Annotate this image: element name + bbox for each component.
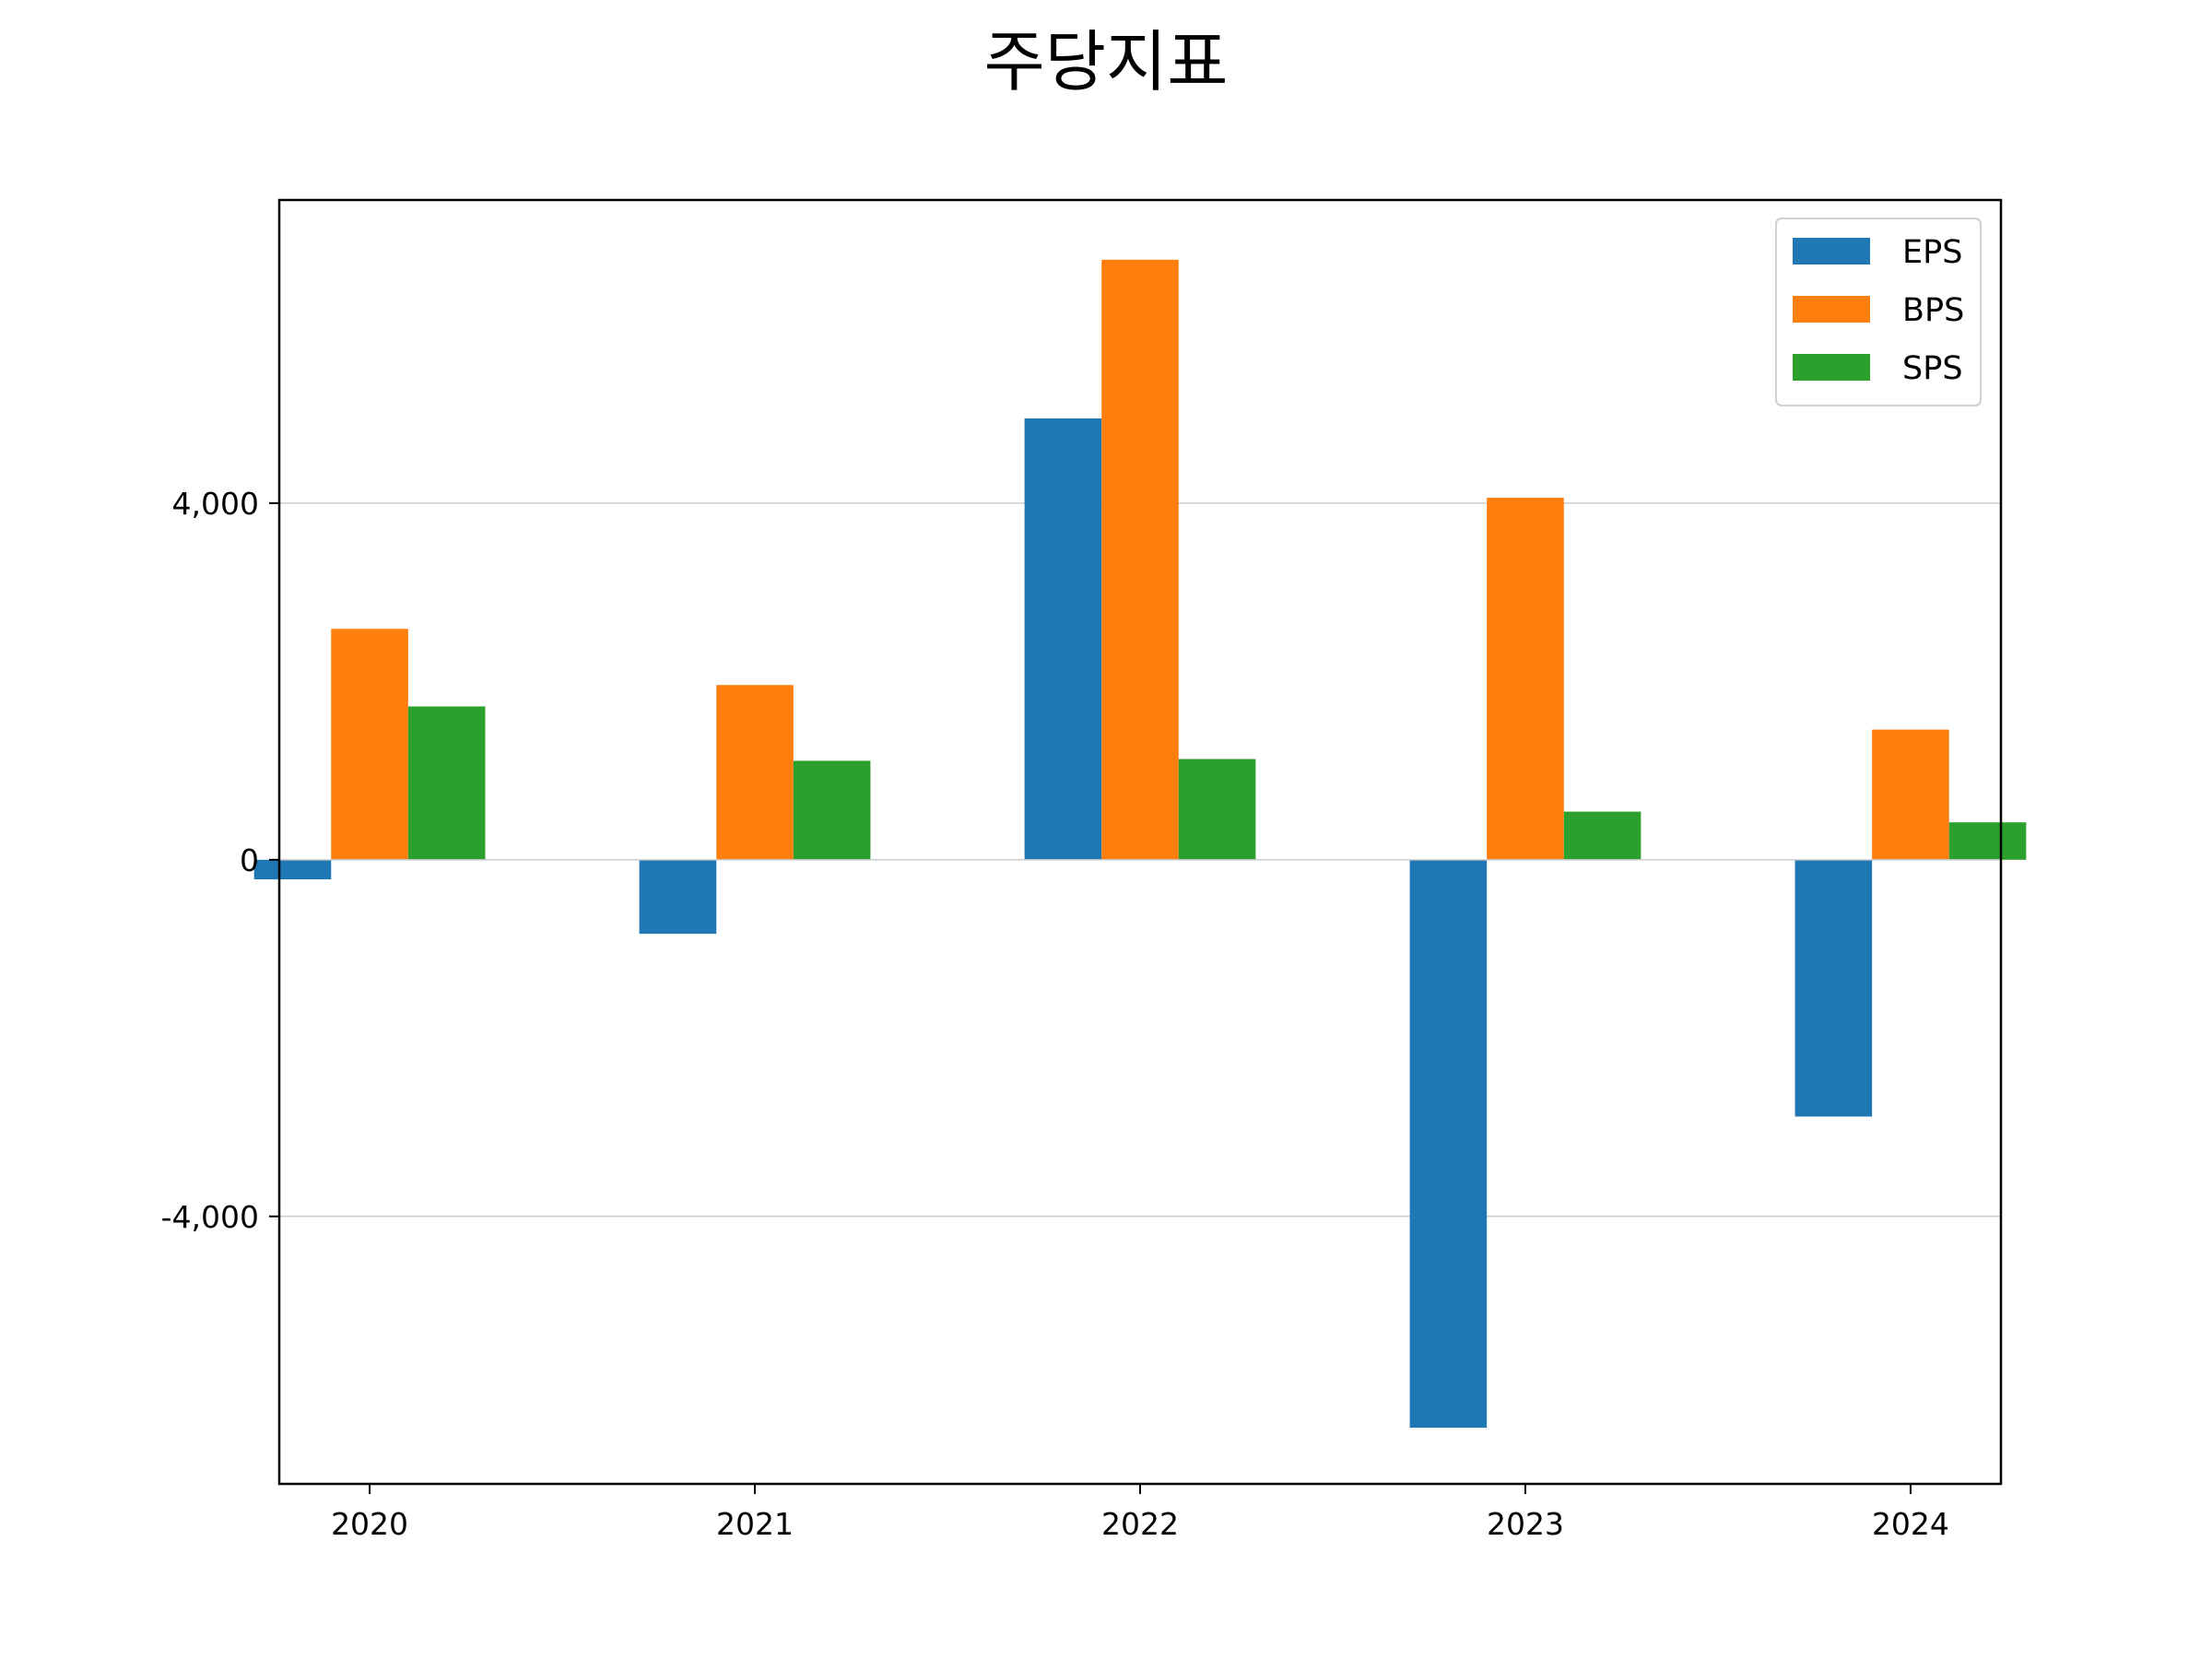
- legend: EPS BPS SPS: [1775, 218, 1982, 406]
- y-tick-label: 0: [240, 842, 259, 878]
- chart-title: 주당지표: [984, 23, 1229, 100]
- bar-sps-2021: [793, 760, 871, 860]
- x-tick-label: 2023: [1487, 1506, 1564, 1542]
- bar-sps-2023: [1563, 811, 1641, 860]
- bar-eps-2020: [253, 859, 332, 880]
- y-axis-ticks: -4,000 0 4,000: [161, 486, 279, 1235]
- bar-eps-2021: [639, 859, 717, 935]
- x-tick-label: 2022: [1101, 1506, 1179, 1542]
- legend-swatch-eps: [1793, 238, 1870, 265]
- legend-label-bps: BPS: [1902, 292, 1964, 329]
- bar-eps-2022: [1024, 418, 1102, 860]
- x-tick-label: 2024: [1872, 1506, 1949, 1542]
- y-tick-label: -4,000: [161, 1199, 259, 1235]
- x-tick-label: 2021: [716, 1506, 794, 1542]
- bar-eps-2023: [1409, 859, 1488, 1429]
- bars: [253, 259, 2027, 1429]
- legend-swatch-bps: [1793, 296, 1870, 323]
- bar-bps-2022: [1101, 259, 1179, 860]
- bar-bps-2020: [331, 629, 408, 860]
- y-tick-label: 4,000: [172, 486, 259, 522]
- bar-sps-2020: [407, 706, 486, 860]
- legend-label-sps: SPS: [1902, 350, 1963, 387]
- legend-label-eps: EPS: [1902, 234, 1962, 271]
- bar-sps-2024: [1948, 822, 2027, 860]
- bar-bps-2023: [1487, 498, 1564, 860]
- x-axis-ticks: 2020 2021 2022 2023 2024: [331, 1484, 1949, 1542]
- bar-bps-2024: [1872, 729, 1949, 860]
- bar-eps-2024: [1794, 859, 1873, 1117]
- legend-swatch-sps: [1793, 354, 1870, 381]
- bar-sps-2022: [1178, 759, 1256, 860]
- x-tick-label: 2020: [331, 1506, 408, 1542]
- bar-bps-2021: [716, 685, 794, 860]
